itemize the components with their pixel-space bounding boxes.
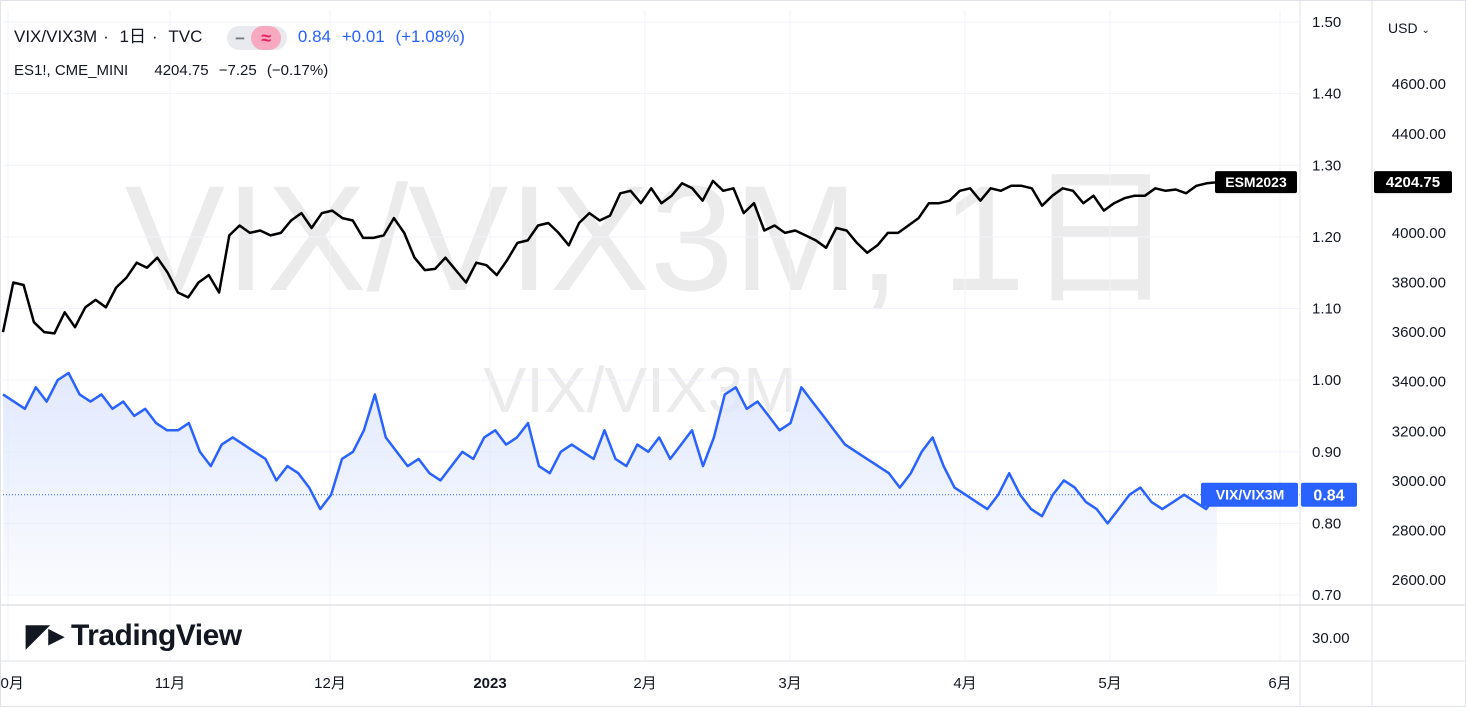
left-axis-tick: 1.30 (1312, 157, 1341, 174)
left-axis-tick: 1.50 (1312, 14, 1341, 31)
right-axis-tick: 3800.00 (1392, 275, 1446, 292)
legend-change: +0.01 (341, 27, 385, 46)
legend-change-pct: (+1.08%) (395, 27, 465, 46)
collapse-icon[interactable]: − (235, 28, 246, 48)
right-axis-tick: 3400.00 (1392, 374, 1446, 391)
time-axis-tick: 11月 (155, 675, 186, 692)
right-axis-tick: 3200.00 (1392, 423, 1446, 440)
left-axis-tick: 1.00 (1312, 372, 1341, 389)
legend-last: 0.84 (297, 27, 331, 46)
tradingview-logo-text: TradingView (70, 619, 242, 652)
time-axis-tick: 4月 (953, 675, 976, 692)
ratio-price-label-bg (1301, 482, 1357, 507)
time-axis-tick: 5月 (1098, 675, 1121, 692)
left-axis-tick: 1.10 (1312, 301, 1341, 318)
ratio-area-fill (3, 373, 1217, 594)
legend2-change-pct: (−0.17%) (266, 62, 329, 79)
legend2-symbol[interactable]: ES1!, CME_MINI (14, 62, 129, 79)
lower-pane-axis-tick: 30.00 (1312, 630, 1350, 647)
legend-toggle[interactable]: − ≈ (227, 25, 288, 50)
time-axis-tick: 10月 (0, 675, 24, 692)
right-axis-tick: 2600.00 (1392, 572, 1446, 589)
es-name-label: ESM2023 (1225, 174, 1287, 190)
left-axis-tick: 0.90 (1312, 444, 1341, 461)
time-axis-tick: 2月 (633, 675, 656, 692)
approx-icon[interactable]: ≈ (251, 25, 282, 50)
legend-main: VIX/VIX3M · 1日 · TVC − ≈ 0.84 +0.01 (+1.08… (14, 25, 465, 50)
watermark-large: VIX/VIX3M, 1日 (125, 154, 1175, 322)
legend-interval[interactable]: 1日 (119, 27, 147, 46)
right-axis-tick: 3000.00 (1392, 473, 1446, 490)
time-axis-tick: 12月 (314, 675, 346, 692)
right-axis-tick: 2800.00 (1392, 523, 1446, 540)
series-line-vix-vix3m[interactable] (2, 371, 1218, 525)
legend-symbol[interactable]: VIX/VIX3M (14, 27, 98, 46)
es-price-label-bg (1374, 171, 1452, 194)
right-axis-tick: 3600.00 (1392, 324, 1446, 341)
legend2-change: −7.25 (218, 62, 257, 79)
legend-secondary: ES1!, CME_MINI 4204.75 −7.25 (−0.17%) (14, 62, 334, 79)
right-axis-tick: 4600.00 (1392, 76, 1446, 93)
currency-selector[interactable]: USD ⌄ (1388, 20, 1430, 36)
left-axis-tick: 0.70 (1312, 587, 1341, 604)
tradingview-logo-icon: ◤▸ (26, 619, 71, 652)
series-line-esm2023[interactable] (1, 179, 1218, 335)
time-axis-tick: 2023 (473, 675, 506, 692)
es-name-label-bg (1215, 171, 1297, 194)
currency-label[interactable]: USD (1388, 20, 1418, 36)
ratio-name-label: VIX/VIX3M (1216, 487, 1284, 503)
time-axis-tick: 3月 (778, 675, 801, 692)
left-axis-tick: 0.80 (1312, 515, 1341, 532)
legend-exchange: TVC (168, 27, 203, 46)
left-axis-tick: 1.40 (1312, 86, 1341, 103)
legend2-last: 4204.75 (154, 62, 209, 79)
tradingview-logo: ◤▸ TradingView (26, 618, 242, 653)
left-axis-tick: 1.20 (1312, 229, 1341, 246)
ratio-name-label-bg (1201, 482, 1298, 507)
right-axis-tick: 4400.00 (1392, 126, 1446, 143)
time-axis-tick: 6月 (1268, 675, 1291, 692)
es-price-label: 4204.75 (1386, 174, 1440, 191)
right-axis-tick: 4000.00 (1392, 225, 1446, 242)
chevron-down-icon[interactable]: ⌄ (1421, 25, 1430, 36)
ratio-price-label: 0.84 (1313, 488, 1344, 505)
